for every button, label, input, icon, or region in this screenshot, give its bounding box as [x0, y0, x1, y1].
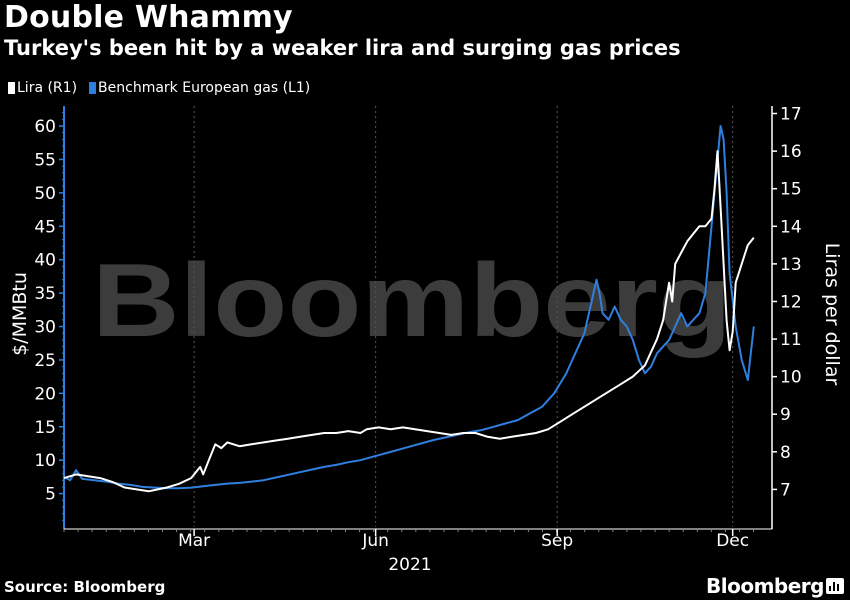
watermark: Bloomberg [92, 243, 732, 359]
legend-swatch-lira [8, 82, 15, 94]
x-tick-label-Dec: Dec [716, 531, 749, 551]
left-axis-label: $/MMBtu [9, 272, 31, 356]
right-tick-label-16: 16 [780, 142, 802, 162]
right-tick-label-9: 9 [780, 405, 791, 425]
right-tick-label-17: 17 [780, 105, 802, 125]
legend-swatch-gas [89, 82, 97, 94]
right-tick-label-7: 7 [780, 480, 791, 500]
left-tick-label-60: 60 [34, 117, 56, 137]
chart-subtitle: Turkey's been hit by a weaker lira and s… [4, 36, 681, 60]
right-tick-label-15: 15 [780, 180, 802, 200]
x-tick-label-Sep: Sep [541, 531, 573, 551]
left-tick-label-15: 15 [34, 418, 56, 438]
left-tick-label-45: 45 [34, 217, 56, 237]
left-tick-label-5: 5 [45, 485, 56, 505]
bars-icon [826, 578, 844, 594]
chart-title: Double Whammy [4, 0, 293, 35]
right-tick-label-12: 12 [780, 292, 802, 312]
series-line-lira [63, 150, 755, 493]
right-tick-label-10: 10 [780, 368, 802, 388]
left-tick-label-10: 10 [34, 451, 56, 471]
left-tick-label-40: 40 [34, 251, 56, 271]
left-tick-label-25: 25 [34, 351, 56, 371]
left-tick-label-55: 55 [34, 150, 56, 170]
legend-item-gas: Benchmark European gas (L1) [89, 80, 310, 96]
axes: 5 10 15 20 25 30 35 40 45 50 55 60 7 8 9 10 11 12 13 14 15 16… [34, 105, 801, 551]
right-tick-label-13: 13 [780, 255, 802, 275]
x-tick-label-Mar: Mar [178, 531, 210, 551]
right-axis-label: Liras per dollar [821, 243, 843, 386]
x-tick-label-Jun: Jun [361, 531, 389, 551]
series-lines [63, 125, 755, 493]
left-tick-label-30: 30 [34, 318, 56, 338]
right-tick-label-14: 14 [780, 217, 802, 237]
right-tick-label-11: 11 [780, 330, 802, 350]
series-line-gas [63, 125, 755, 490]
year-label: 2021 [388, 555, 431, 575]
left-tick-label-20: 20 [34, 384, 56, 404]
source-note: Source: Bloomberg [4, 578, 166, 596]
brand-logo: Bloomberg [706, 574, 824, 598]
left-tick-label-50: 50 [34, 184, 56, 204]
legend: Lira (R1) Benchmark European gas (L1) [8, 80, 310, 96]
legend-label-lira: Lira (R1) [17, 80, 78, 96]
left-tick-label-35: 35 [34, 284, 56, 304]
legend-item-lira: Lira (R1) [8, 80, 77, 96]
right-tick-label-8: 8 [780, 443, 791, 463]
legend-label-gas: Benchmark European gas (L1) [98, 80, 311, 96]
